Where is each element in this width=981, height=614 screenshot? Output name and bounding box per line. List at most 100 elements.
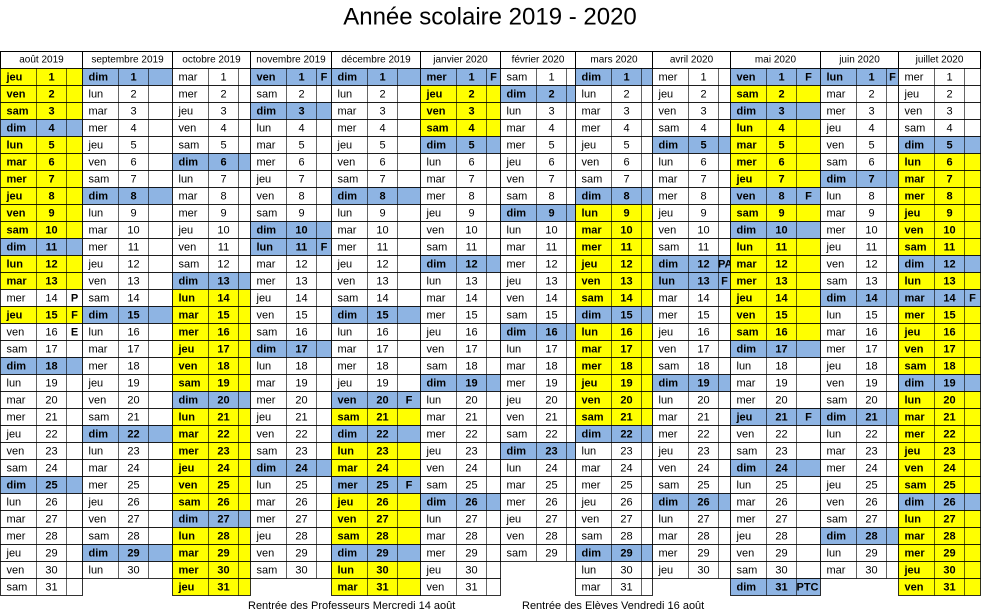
day-name: jeu — [826, 241, 842, 253]
day-number: 25 — [943, 479, 955, 491]
day-name: dim — [905, 139, 925, 151]
day-name: mer — [582, 360, 603, 372]
day-note: F — [805, 411, 812, 423]
day-number: 17 — [943, 343, 955, 355]
day-number: 25 — [697, 479, 709, 491]
day-number: 1 — [623, 71, 629, 83]
day-number: 7 — [868, 173, 874, 185]
day-number: 3 — [468, 105, 474, 117]
day-number: 9 — [48, 207, 54, 219]
day-number: 12 — [697, 258, 709, 270]
day-name: mer — [659, 428, 678, 440]
day-name: sam — [7, 581, 28, 593]
day-number: 4 — [778, 122, 785, 134]
day-name: jeu — [736, 292, 753, 304]
day-name: mar — [905, 530, 926, 542]
day-name: sam — [827, 156, 848, 168]
day-number: 24 — [376, 462, 389, 474]
day-number: 18 — [376, 360, 388, 372]
month-name: août 2019 — [19, 55, 64, 66]
day-name: lun — [737, 479, 752, 491]
day-name: dim — [827, 530, 847, 542]
day-number: 13 — [465, 275, 477, 287]
day-name: sam — [179, 377, 201, 389]
day-number: 13 — [217, 275, 229, 287]
day-number: 30 — [865, 564, 877, 576]
day-number: 13 — [697, 275, 709, 287]
day-name: dim — [737, 343, 757, 355]
day-number: 19 — [620, 377, 632, 389]
day-name: mar — [89, 343, 108, 355]
day-name: lun — [89, 326, 104, 338]
day-number: 12 — [376, 258, 388, 270]
day-number: 18 — [775, 360, 787, 372]
day-number: 4 — [623, 122, 629, 134]
day-number: 31 — [620, 581, 632, 593]
day-number: 2 — [548, 88, 554, 100]
day-number: 15 — [217, 309, 229, 321]
day-cell — [172, 578, 251, 596]
day-number: 28 — [943, 530, 955, 542]
day-number: 28 — [376, 530, 388, 542]
day-number: 14 — [295, 292, 307, 304]
day-name: mer — [507, 139, 526, 151]
day-number: 7 — [220, 173, 226, 185]
day-number: 17 — [376, 343, 388, 355]
day-number: 6 — [130, 156, 136, 168]
day-number: 16 — [943, 326, 955, 338]
day-number: 23 — [295, 445, 307, 457]
month-name: février 2020 — [512, 55, 565, 66]
day-name: dim — [582, 309, 602, 321]
day-name: jeu — [178, 462, 195, 474]
day-name: mar — [89, 224, 108, 236]
day-number: 24 — [865, 462, 877, 474]
day-number: 2 — [946, 88, 952, 100]
day-number: 17 — [217, 343, 229, 355]
day-number: 21 — [620, 411, 632, 423]
day-number: 7 — [130, 173, 136, 185]
day-name: ven — [582, 513, 600, 525]
day-name: mer — [338, 479, 359, 491]
day-name: lun — [905, 275, 922, 287]
day-name: ven — [89, 513, 107, 525]
day-number: 29 — [127, 547, 139, 559]
day-number: 23 — [465, 445, 477, 457]
day-name: mer — [427, 428, 446, 440]
day-name: mar — [338, 462, 359, 474]
day-number: 22 — [620, 428, 632, 440]
day-name: ven — [737, 71, 756, 83]
day-name: jeu — [256, 292, 272, 304]
day-name: dim — [89, 190, 109, 202]
day-number: 18 — [697, 360, 709, 372]
day-name: sam — [7, 105, 29, 117]
day-name: mer — [179, 207, 198, 219]
day-number: 8 — [946, 190, 952, 202]
day-name: mar — [659, 173, 678, 185]
day-number: 30 — [127, 564, 139, 576]
day-number: 12 — [45, 258, 57, 270]
day-name: mar — [582, 581, 601, 593]
day-number: 11 — [46, 241, 58, 253]
day-name: mer — [257, 513, 276, 525]
day-name: mer — [905, 190, 926, 202]
day-number: 20 — [620, 394, 632, 406]
day-name: jeu — [88, 377, 104, 389]
day-name: mar — [338, 581, 359, 593]
day-name: mar — [257, 139, 276, 151]
day-number: 16 — [376, 326, 388, 338]
day-name: jeu — [581, 496, 597, 508]
day-name: mar — [905, 292, 926, 304]
day-number: 24 — [775, 462, 788, 474]
day-number: 12 — [127, 258, 139, 270]
day-number: 7 — [778, 173, 784, 185]
day-number: 14 — [697, 292, 709, 304]
day-name: mer — [338, 241, 357, 253]
day-name: sam — [179, 139, 200, 151]
day-name: dim — [582, 190, 602, 202]
day-name: lun — [338, 564, 355, 576]
day-note: F — [490, 71, 497, 83]
day-number: 13 — [295, 275, 307, 287]
day-number: 9 — [700, 207, 706, 219]
day-name: lun — [338, 88, 353, 100]
day-number: 29 — [465, 547, 477, 559]
